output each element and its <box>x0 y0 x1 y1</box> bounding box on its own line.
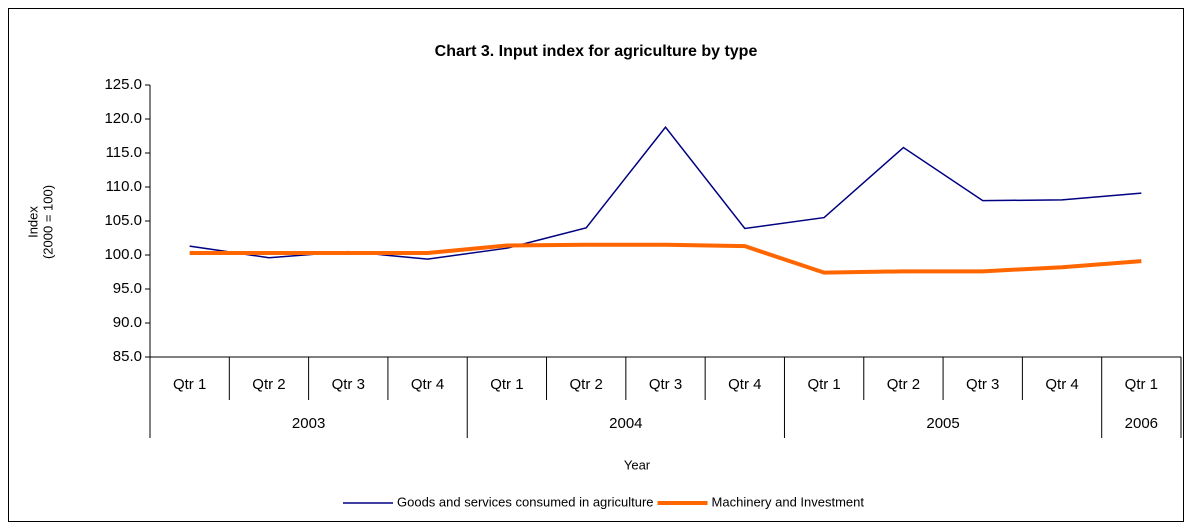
legend-label: Machinery and Investment <box>712 494 865 509</box>
x-axis-title: Year <box>624 457 651 472</box>
chart-title: Chart 3. Input index for agriculture by … <box>435 43 758 60</box>
y-tick-label: 95.0 <box>113 280 142 297</box>
series-line <box>189 242 1142 275</box>
y-axis-title: Index (2000 = 100) <box>25 185 55 259</box>
x-tick-label: Qtr 3 <box>332 376 365 393</box>
x-tick-label: Qtr 4 <box>728 376 761 393</box>
y-tick-label: 90.0 <box>113 314 142 331</box>
group-label: 2003 <box>292 415 325 432</box>
group-label: 2004 <box>609 415 642 432</box>
x-tick-label: Qtr 4 <box>411 376 444 393</box>
y-tick-label: 115.0 <box>106 144 142 161</box>
x-tick-label: Qtr 1 <box>173 376 206 393</box>
x-tick-label: Qtr 1 <box>490 376 523 393</box>
x-tick-label: Qtr 3 <box>649 376 682 393</box>
y-tick-label: 110.0 <box>106 178 142 195</box>
y-tick-label: 125.0 <box>104 76 142 93</box>
y-axis-title-line: Index <box>25 206 40 238</box>
y-tick-label: 105.0 <box>104 212 142 229</box>
group-label: 2005 <box>926 415 959 432</box>
x-tick-label: Qtr 2 <box>570 376 603 393</box>
y-axis-title-line: (2000 = 100) <box>40 185 55 259</box>
x-tick-label: Qtr 1 <box>1125 376 1158 393</box>
x-tick-label: Qtr 2 <box>252 376 285 393</box>
group-label: 2006 <box>1125 415 1158 432</box>
chart-border <box>8 8 1184 522</box>
y-tick-label: 120.0 <box>104 110 142 127</box>
y-tick-label: 100.0 <box>104 246 142 263</box>
y-tick-label: 85.0 <box>113 348 142 365</box>
x-tick-label: Qtr 4 <box>1045 376 1078 393</box>
x-tick-label: Qtr 1 <box>807 376 840 393</box>
x-tick-label: Qtr 3 <box>966 376 999 393</box>
x-tick-label: Qtr 2 <box>887 376 920 393</box>
legend-label: Goods and services consumed in agricultu… <box>397 494 654 509</box>
